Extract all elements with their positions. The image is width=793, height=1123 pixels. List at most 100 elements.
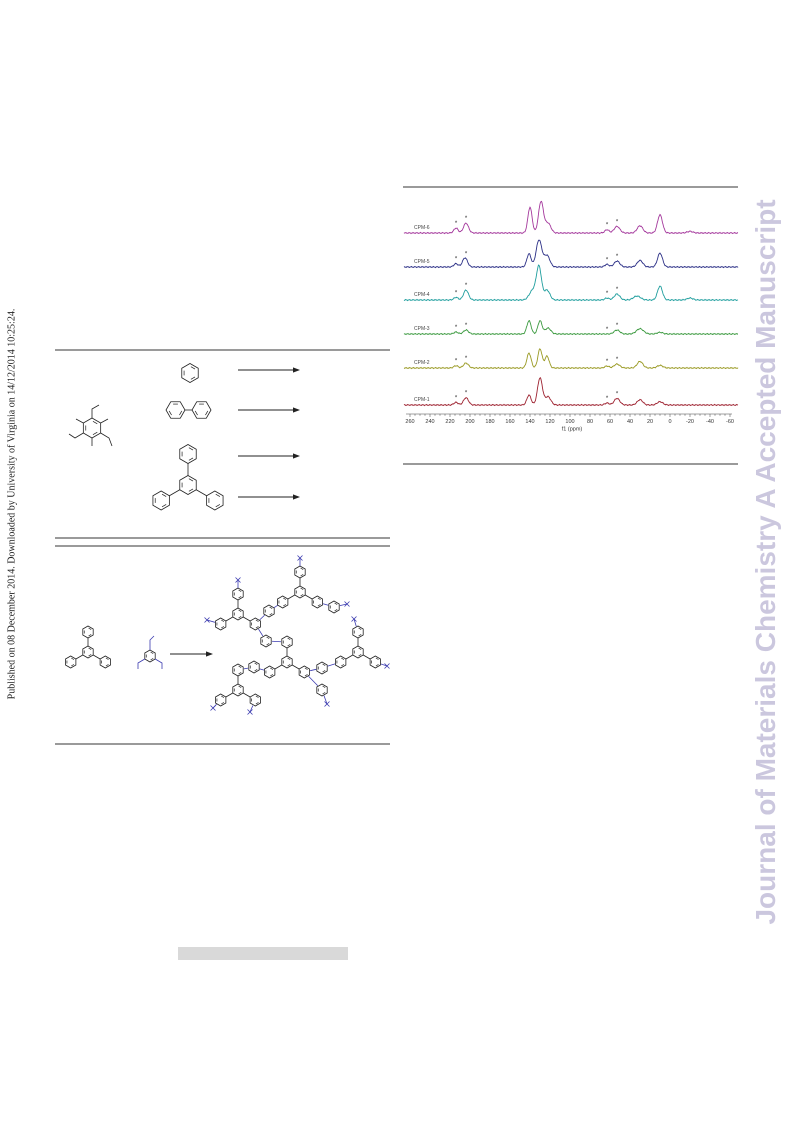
triphenylbenzene-phenyl-ring-double-bond: [161, 493, 167, 497]
network-unit-phenyl-ring: [335, 655, 347, 669]
x-tick-label: 40: [627, 419, 633, 425]
network-unit-phenyl-ring-double-bond: [287, 637, 291, 640]
monomer-triphenylbenzene-phenyl-ring-double-bond: [105, 657, 109, 660]
network-end-cross: [247, 709, 253, 715]
network-unit-phenyl-ring-double-bond: [221, 695, 225, 698]
network-end-cross: [384, 663, 390, 669]
network-unit-phenyl-ring-double-bond: [255, 695, 259, 698]
sideband-marker: *: [616, 219, 619, 225]
halomethyl-group: [68, 432, 84, 439]
monomer-triphenylbenzene-phenyl-ring: [99, 655, 111, 669]
sideband-marker: *: [455, 290, 458, 296]
accepted-manuscript-watermark: Journal of Materials Chemistry A Accepte…: [750, 199, 781, 925]
sideband-marker: *: [465, 216, 468, 222]
network-unit-phenyl-ring-double-bond: [287, 644, 291, 647]
sideband-marker: *: [465, 283, 468, 289]
triphenylbenzene-core-ring-double-bond: [188, 478, 194, 482]
monomer-triphenylbenzene-phenyl-ring: [82, 625, 94, 639]
network-unit-phenyl-ring-double-bond: [283, 597, 287, 600]
triphenylbenzene-core-ring-double-bond: [188, 488, 194, 492]
crosslinker-ring-double-bond: [92, 431, 98, 435]
network-end-cross: [344, 601, 350, 607]
network-linker-ring-double-bond: [269, 613, 273, 616]
x-tick-label: 140: [525, 419, 534, 425]
network-unit-phenyl-ring: [369, 655, 381, 669]
monomer-triphenylbenzene-core-ring-double-bond: [88, 647, 92, 650]
network-unit-bond: [345, 654, 354, 660]
network-unit-phenyl-ring-double-bond: [255, 702, 259, 705]
network-linker-ring: [316, 683, 328, 697]
network-linker-ring-double-bond: [334, 609, 338, 612]
network-unit-phenyl-ring-double-bond: [304, 667, 308, 670]
network-end-group: [353, 618, 357, 627]
x-tick-label: 180: [485, 419, 494, 425]
network-end-cross: [210, 705, 216, 711]
network-unit-bond: [291, 664, 300, 670]
series-label: CPM-1: [414, 397, 430, 403]
network-end-group: [206, 619, 216, 623]
network-unit-phenyl-ring: [215, 617, 227, 631]
network-linker-ring: [328, 600, 340, 614]
network-linker-ring-double-bond: [269, 606, 273, 609]
sideband-marker: *: [606, 291, 609, 297]
biphenyl-ring: [191, 401, 212, 419]
sideband-marker: *: [455, 325, 458, 331]
network-linker-ring-double-bond: [322, 663, 326, 666]
network-unit-core-ring: [232, 607, 244, 621]
network-unit-phenyl-ring-double-bond: [300, 567, 304, 570]
triphenylbenzene-phenyl-ring-double-bond: [215, 493, 221, 497]
nmr-trace: [403, 377, 739, 407]
network-unit-phenyl-ring-double-bond: [375, 664, 379, 667]
reaction-arrowhead: [293, 407, 300, 413]
x-tick-label: -40: [706, 419, 714, 425]
x-axis-title: f1 (ppm): [562, 427, 583, 433]
monomer-triphenylbenzene-phenyl-ring-double-bond: [71, 664, 75, 667]
monomer-triphenylbenzene-phenyl-ring-double-bond: [88, 634, 92, 637]
monomer-triphenylbenzene-bond: [75, 654, 84, 660]
network-unit-phenyl-ring: [232, 663, 244, 677]
benzene-ring: [181, 363, 199, 383]
gray-placeholder-bar: [178, 947, 348, 960]
network-end-cross: [324, 701, 330, 707]
network-end-cross: [210, 705, 216, 711]
network-unit-core-ring-double-bond: [238, 692, 242, 695]
network-linker-ring: [316, 661, 328, 675]
network-methylene-link: [322, 603, 329, 606]
triphenylbenzene-phenyl-ring-double-bond: [188, 457, 194, 461]
network-end-group: [339, 603, 348, 607]
network-unit-phenyl-ring: [249, 617, 261, 631]
network-unit-bond: [287, 594, 296, 600]
network-methylene-link: [308, 676, 319, 686]
x-tick-label: 80: [587, 419, 593, 425]
reaction-arrowhead: [293, 453, 300, 459]
x-tick-label: 0: [668, 419, 671, 425]
network-unit-phenyl-ring-double-bond: [238, 589, 242, 592]
network-unit-phenyl-ring-double-bond: [221, 702, 225, 705]
network-end-cross: [204, 617, 210, 623]
network-unit-core-ring-double-bond: [238, 685, 242, 688]
benzene-ring-double-bond: [190, 376, 196, 380]
network-unit-phenyl-ring-double-bond: [341, 664, 345, 667]
sideband-marker: *: [606, 223, 609, 229]
benzene-ring-double-bond: [190, 366, 196, 370]
triphenylbenzene-phenyl-ring: [152, 490, 170, 511]
nmr-trace: [403, 264, 739, 302]
nmr-trace: [403, 200, 739, 235]
sideband-marker: *: [455, 359, 458, 365]
sideband-marker: *: [616, 391, 619, 397]
network-unit-core-ring-double-bond: [287, 657, 291, 660]
crosslinker-arm: [149, 635, 155, 650]
scheme-1-bottom-rule: [55, 537, 390, 539]
network-unit-core-ring-double-bond: [358, 654, 362, 657]
series-label: CPM-3: [414, 326, 430, 332]
crosslinker-ring: [82, 417, 102, 439]
network-end-cross: [384, 663, 390, 669]
network-methylene-link: [273, 604, 278, 609]
network-end-group: [249, 705, 254, 713]
monomer-triphenylbenzene-core-ring: [82, 645, 94, 659]
biphenyl-ring-double-bond: [194, 410, 198, 416]
series-label: CPM-2: [414, 360, 430, 366]
reaction-arrowhead: [293, 494, 300, 500]
sideband-marker: *: [616, 357, 619, 363]
